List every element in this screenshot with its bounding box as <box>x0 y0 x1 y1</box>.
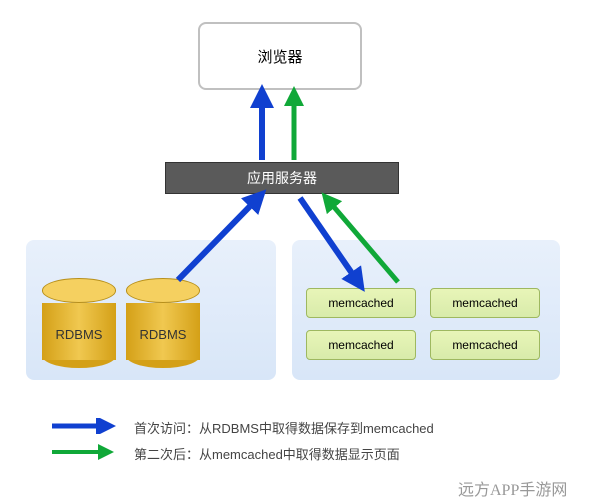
browser-label: 浏览器 <box>257 46 302 67</box>
cylinder-top <box>42 278 116 303</box>
diagram-canvas: 浏览器 应用服务器 RDBMS RDBMS memcached memcache… <box>0 0 598 500</box>
rdbms-cylinder-2: RDBMS <box>126 278 200 360</box>
memcached-label: memcached <box>452 338 517 352</box>
app-server-label: 应用服务器 <box>247 168 317 188</box>
cylinder-top <box>126 278 200 303</box>
memcached-box-4: memcached <box>430 330 540 360</box>
legend-arrow-1 <box>50 418 120 434</box>
rdbms-label-2: RDBMS <box>126 327 200 342</box>
browser-node: 浏览器 <box>198 22 362 90</box>
rdbms-cylinder-1: RDBMS <box>42 278 116 360</box>
legend-arrow-2 <box>50 444 120 460</box>
watermark-text: 远方APP手游网 <box>458 476 567 500</box>
memcached-label: memcached <box>328 296 393 310</box>
memcached-box-1: memcached <box>306 288 416 318</box>
memcached-label: memcached <box>328 338 393 352</box>
memcached-label: memcached <box>452 296 517 310</box>
memcached-box-3: memcached <box>306 330 416 360</box>
app-server-node: 应用服务器 <box>165 162 399 194</box>
rdbms-label-1: RDBMS <box>42 327 116 342</box>
legend-text-1: 首次访问：从RDBMS中取得数据保存到memcached <box>134 418 434 437</box>
legend-text-2: 第二次后：从memcached中取得数据显示页面 <box>134 444 400 463</box>
memcached-box-2: memcached <box>430 288 540 318</box>
